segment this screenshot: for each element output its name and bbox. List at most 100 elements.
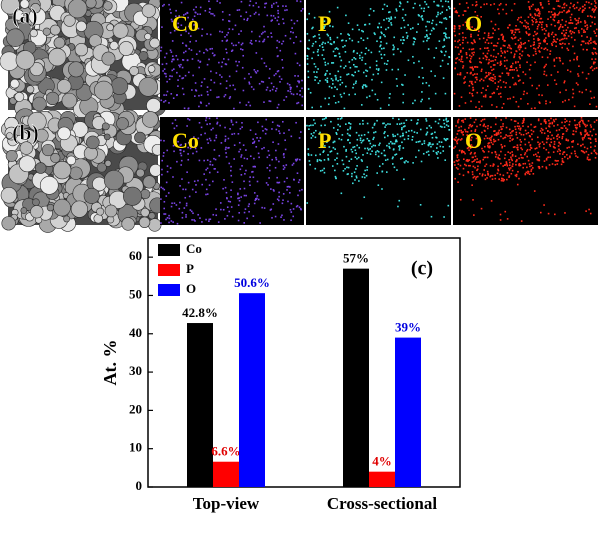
eds-dot — [172, 97, 175, 100]
eds-dot — [520, 98, 522, 100]
eds-dot — [540, 26, 543, 29]
eds-dot — [583, 136, 585, 139]
eds-dot — [558, 129, 561, 131]
eds-dot — [556, 135, 558, 137]
eds-dot — [426, 35, 428, 38]
eds-dot — [433, 56, 436, 59]
eds-dot — [373, 124, 376, 126]
eds-dot — [344, 44, 346, 47]
eds-dot — [577, 73, 579, 75]
eds-dot — [169, 167, 172, 169]
eds-dot — [298, 189, 301, 192]
eds-dot — [407, 161, 409, 163]
eds-dot — [534, 8, 537, 11]
eds-dot — [462, 14, 465, 16]
eds-dot — [468, 22, 471, 24]
eds-dot — [261, 206, 263, 209]
eds-dot — [580, 149, 583, 152]
eds-dot — [351, 74, 353, 76]
eds-dot — [362, 30, 364, 33]
eds-dot — [240, 0, 243, 3]
eds-dot — [360, 217, 363, 220]
eds-dot — [366, 96, 368, 99]
eds-dot — [161, 26, 163, 28]
eds-dot — [345, 155, 348, 158]
eds-dot — [494, 174, 496, 177]
eds-dot — [564, 118, 566, 121]
eds-dot — [493, 64, 496, 66]
eds-dot — [491, 174, 494, 177]
eds-dot — [176, 71, 178, 74]
eds-dot — [205, 168, 207, 171]
eds-dot — [487, 173, 489, 175]
sem-grain — [53, 161, 72, 180]
y-tick-label: 60 — [129, 248, 142, 263]
eds-dot — [469, 147, 472, 149]
eds-dot — [512, 129, 514, 132]
eds-dot — [482, 95, 485, 98]
eds-dot — [163, 139, 165, 142]
eds-dot — [466, 72, 469, 74]
eds-dot — [179, 144, 182, 147]
eds-dot — [361, 29, 363, 32]
eds-dot — [208, 102, 210, 105]
eds-dot — [505, 82, 507, 84]
eds-dot — [563, 151, 566, 153]
eds-dot — [200, 102, 202, 104]
eds-dot — [425, 133, 428, 135]
sem-grain — [56, 79, 72, 94]
eds-dot — [458, 126, 460, 129]
eds-dot — [391, 163, 394, 165]
eds-dot — [583, 146, 586, 149]
eds-dot — [538, 50, 541, 52]
eds-dot — [308, 160, 311, 162]
eds-dot — [471, 145, 474, 148]
eds-dot — [557, 5, 560, 7]
sem-grain — [93, 213, 104, 224]
eds-dot — [571, 22, 574, 24]
eds-dot — [518, 163, 521, 165]
value-label: 4% — [372, 454, 392, 469]
eds-dot — [237, 204, 240, 206]
eds-dot — [478, 30, 480, 33]
eds-dot — [338, 52, 341, 55]
eds-dot — [457, 121, 459, 124]
eds-dot — [332, 79, 334, 82]
eds-dot — [493, 92, 496, 94]
eds-dot — [161, 5, 164, 7]
eds-dot — [500, 179, 503, 182]
eds-dot — [435, 147, 438, 149]
sem-grain — [0, 0, 20, 15]
eds-dot — [427, 6, 430, 8]
eds-dot — [514, 31, 517, 34]
eds-dot — [170, 93, 173, 95]
eds-dot — [171, 69, 174, 72]
value-label: 57% — [343, 251, 369, 266]
eds-dot — [376, 172, 378, 174]
eds-dot — [166, 80, 168, 83]
eds-dot — [248, 4, 251, 7]
eds-dot — [445, 27, 447, 30]
eds-dot — [175, 54, 178, 57]
eds-dot — [595, 52, 598, 55]
eds-dot — [462, 47, 464, 50]
eds-dot — [332, 62, 335, 64]
eds-dot — [252, 215, 255, 217]
eds-dot — [469, 164, 471, 167]
eds-dot — [334, 169, 336, 172]
eds-dot — [443, 32, 445, 35]
eds-dot — [454, 40, 456, 42]
eds-dot — [442, 119, 445, 122]
eds-dot — [163, 188, 166, 191]
eds-dot — [195, 150, 198, 153]
eds-dot — [516, 146, 519, 149]
eds-dot — [455, 166, 458, 169]
eds-dot — [469, 123, 472, 126]
eds-dot — [178, 64, 180, 67]
eds-dot — [407, 135, 410, 137]
eds-dot — [355, 175, 358, 178]
eds-dot — [484, 96, 487, 98]
eds-dot — [590, 42, 592, 44]
eds-dot — [250, 39, 253, 42]
eds-dot — [587, 159, 590, 161]
